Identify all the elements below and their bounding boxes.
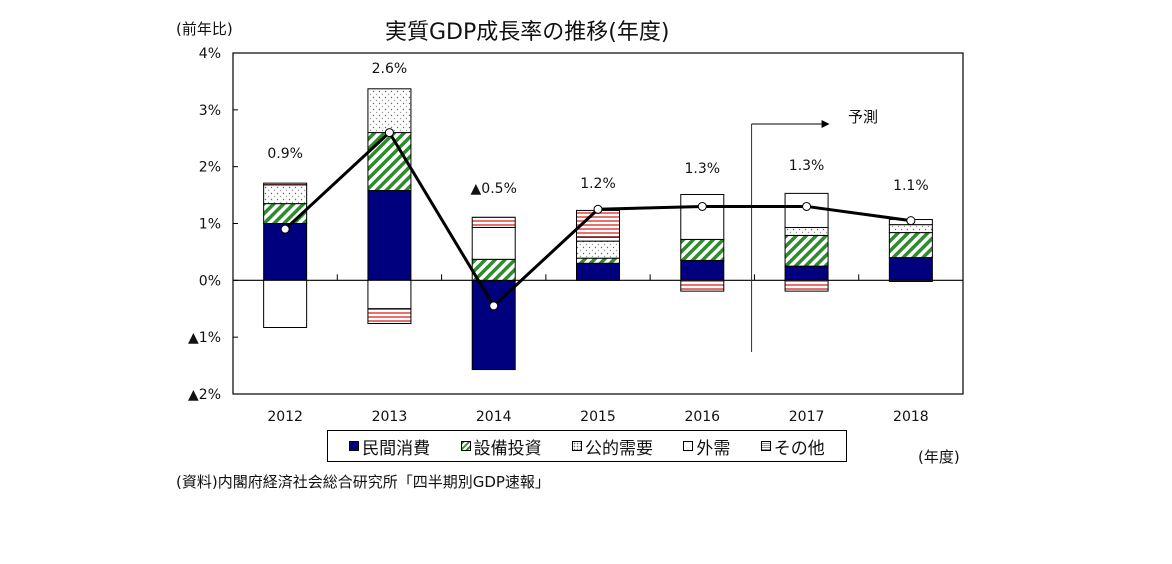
gdp-point-2017 <box>802 201 812 211</box>
data-label-2018: 1.1% <box>893 178 929 194</box>
bar-segment-consumption-2017 <box>784 265 829 281</box>
legend-swatch-external <box>683 441 694 451</box>
bar-segment-consumption-2013 <box>367 190 412 281</box>
chart-title: 実質GDP成長率の推移(年度) <box>385 20 670 45</box>
y-axis-unit: (前年比) <box>176 20 233 38</box>
y-tick-label: 3% <box>199 103 221 119</box>
gdp-point-2016 <box>697 201 707 211</box>
legend-item-public: 公的需要 <box>571 434 653 459</box>
bar-segment-investment-2016 <box>680 238 725 261</box>
y-tick-label: ▲2% <box>188 387 221 403</box>
x-tick-label: 2016 <box>684 409 720 425</box>
bar-segment-other-2018 <box>888 279 933 282</box>
bar-segment-investment-2017 <box>784 234 829 267</box>
legend-label: その他 <box>773 438 825 459</box>
data-label-2014: ▲0.5% <box>471 181 517 197</box>
bar-segment-public-2012 <box>263 184 308 205</box>
x-tick-label: 2014 <box>476 409 512 425</box>
bar-segment-consumption-2016 <box>680 259 725 281</box>
y-tick-label: 2% <box>199 160 221 176</box>
gdp-point-2013 <box>384 128 394 138</box>
data-label-2015: 1.2% <box>580 176 616 192</box>
legend-item-investment: 設備投資 <box>460 434 542 459</box>
gdp-point-2012 <box>280 224 290 234</box>
legend-item-external: 外需 <box>683 434 730 459</box>
bar-segment-investment-2014 <box>471 258 516 281</box>
legend: 民間消費 設備投資 公的需要 外需 その他 <box>327 430 847 462</box>
data-label-2017: 1.3% <box>789 158 825 174</box>
bar-segment-external-2015 <box>576 236 620 242</box>
x-tick-label: 2018 <box>893 409 929 425</box>
x-tick-label: 2015 <box>580 409 616 425</box>
legend-swatch-consumption <box>349 441 360 451</box>
bar-segment-investment-2013 <box>367 132 412 192</box>
bar-segment-investment-2018 <box>888 232 933 259</box>
legend-label: 民間消費 <box>362 438 431 459</box>
x-tick-label: 2017 <box>789 409 825 425</box>
legend-label: 外需 <box>696 438 731 459</box>
data-label-2013: 2.6% <box>372 61 408 77</box>
bar-segment-other-2016 <box>680 279 725 292</box>
bar-segment-other-2012 <box>263 182 308 186</box>
forecast-label: 予測 <box>848 108 879 126</box>
x-axis-unit: (年度) <box>918 448 960 466</box>
x-tick-label: 2012 <box>267 409 303 425</box>
gdp-point-2018 <box>906 216 916 226</box>
bar-segment-other-2014 <box>471 216 516 228</box>
y-tick-label: 1% <box>199 217 221 233</box>
legend-label: 設備投資 <box>473 438 542 459</box>
gdp-point-2014 <box>489 301 499 311</box>
bar-segment-external-2016 <box>680 194 725 240</box>
bar-segment-external-2014 <box>471 226 516 260</box>
bar-segment-public-2017 <box>784 226 829 236</box>
bar-segment-public-2018 <box>888 224 933 234</box>
bar-segment-consumption-2018 <box>888 257 933 281</box>
data-label-2016: 1.3% <box>684 161 720 177</box>
legend-label: 公的需要 <box>584 438 653 459</box>
legend-item-consumption: 民間消費 <box>349 434 430 459</box>
y-tick-label: 0% <box>199 273 221 289</box>
bar-segment-external-2012 <box>263 279 308 329</box>
x-tick-label: 2013 <box>372 409 408 425</box>
legend-item-other: その他 <box>760 434 825 459</box>
bar-segment-investment-2015 <box>576 257 620 264</box>
bar-segment-public-2015 <box>576 240 620 259</box>
bar-segment-other-2013 <box>367 308 412 325</box>
legend-swatch-public <box>571 441 582 451</box>
y-tick-label: 4% <box>199 46 221 62</box>
bar-segment-other-2017 <box>784 279 829 292</box>
bar-segment-external-2013 <box>367 279 412 310</box>
y-tick-label: ▲1% <box>188 330 221 346</box>
data-label-2012: 0.9% <box>267 146 303 162</box>
bar-segment-public-2013 <box>367 88 412 134</box>
legend-swatch-other <box>760 441 771 451</box>
gdp-point-2015 <box>593 204 603 214</box>
bar-segment-consumption-2015 <box>576 262 620 281</box>
source-note: (資料)内閣府経済社会総合研究所「四半期別GDP速報」 <box>176 473 550 491</box>
legend-swatch-investment <box>460 441 471 451</box>
forecast-arrow-icon <box>821 120 830 128</box>
bar-segment-consumption-2014 <box>471 279 516 371</box>
